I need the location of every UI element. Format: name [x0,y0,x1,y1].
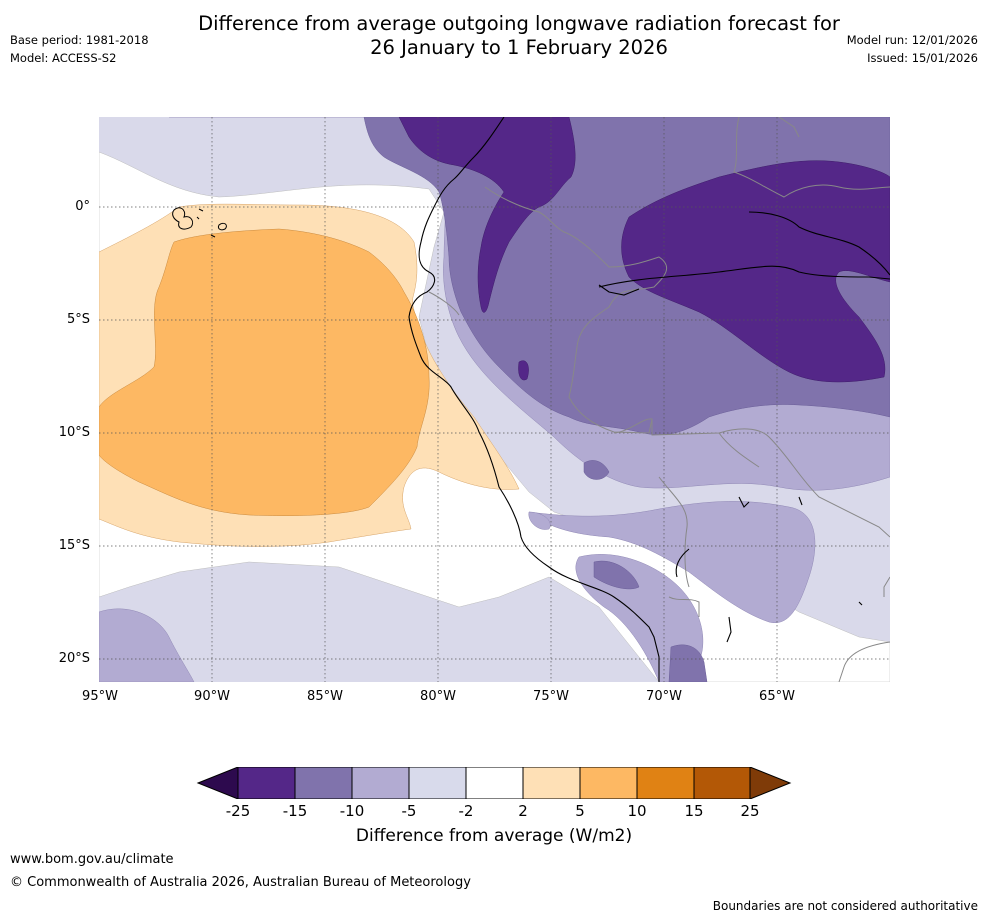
contour-orange [99,228,430,516]
model-run: Model run: 12/01/2026 [846,33,978,47]
title-line-1: Difference from average outgoing longwav… [198,12,840,35]
lat-label-5s: 5°S [66,312,90,327]
country-borders [428,117,890,682]
lon-label-85w: 85°W [307,689,343,704]
lat-label-20s: 20°S [58,651,90,666]
colorbar-extend-low [196,766,239,800]
lon-label-65w: 65°W [759,689,795,704]
website-link[interactable]: www.bom.gov.au/climate [10,852,174,867]
colorbar-swatch-3 [351,766,410,800]
contour-dark-purple-blob [518,360,529,381]
colorbar-tick: -5 [401,802,417,820]
title-line-2: 26 January to 1 February 2026 [370,36,668,59]
contour-dark-lavender-4 [593,560,640,590]
base-period: Base period: 1981-2018 [10,33,149,47]
colorbar-tick: -2 [458,802,474,820]
contour-lavender-2 [528,501,816,624]
contour-dark-purple-east [621,160,890,383]
contour-dark-lavender-3 [668,644,708,682]
colorbar-swatch-6 [522,766,581,800]
colorbar-svg [196,766,792,800]
meta-right: Model run: 12/01/2026 Issued: 15/01/2026 [847,31,978,67]
colorbar-extend-high [749,766,792,800]
map-title: Difference from average outgoing longwav… [0,12,988,60]
model-name: Model: ACCESS-S2 [10,51,117,65]
lon-label-95w: 95°W [82,689,118,704]
lon-label-75w: 75°W [533,689,569,704]
boundaries-disclaimer: Boundaries are not considered authoritat… [712,899,978,913]
galapagos-islands [172,207,227,238]
colorbar-swatch-8 [636,766,695,800]
contour-lavender-3 [99,608,195,682]
lon-label-90w: 90°W [194,689,230,704]
lon-label-70w: 70°W [646,689,682,704]
colorbar-tick: 5 [575,802,585,820]
map-svg [99,117,890,682]
lat-label-0: 0° [75,199,90,214]
meta-left: Base period: 1981-2018 Model: ACCESS-S2 [10,31,149,67]
colorbar-tick: 25 [740,802,760,820]
colorbar-tick: -15 [282,802,308,820]
colorbar-swatch-7 [579,766,638,800]
colorbar-tick: 15 [684,802,704,820]
colorbar-tick: -25 [225,802,251,820]
colorbar-tick: -10 [339,802,365,820]
coastline [408,117,890,682]
contour-dark-lavender-2 [583,460,610,480]
colorbar [196,766,794,803]
contour-lavender-5 [528,511,551,530]
colorbar-swatch-2 [294,766,353,800]
olr-anomaly-map [99,117,890,682]
lat-label-15s: 15°S [58,538,90,553]
lat-label-10s: 10°S [58,425,90,440]
colorbar-swatch-9 [693,766,751,800]
colorbar-swatch-5 [465,766,524,800]
colorbar-swatch-4 [408,766,467,800]
contour-dark-purple-north [398,117,576,313]
colorbar-swatch-1 [237,766,296,800]
issued-date: Issued: 15/01/2026 [867,51,978,65]
colorbar-label: Difference from average (W/m2) [355,826,633,846]
colorbar-tick: 10 [627,802,647,820]
colorbar-tick: 2 [518,802,528,820]
copyright-notice: © Commonwealth of Australia 2026, Austra… [10,875,471,890]
lon-label-80w: 80°W [420,689,456,704]
